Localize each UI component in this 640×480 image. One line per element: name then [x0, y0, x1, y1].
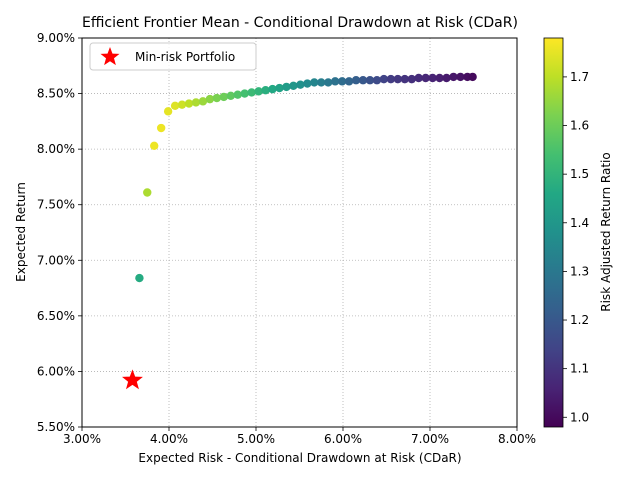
y-tick-label: 9.00%	[37, 31, 75, 45]
frontier-point	[233, 90, 242, 99]
x-axis-label: Expected Risk - Conditional Drawdown at …	[138, 451, 461, 465]
y-tick-label: 8.50%	[37, 87, 75, 101]
frontier-point	[143, 188, 152, 197]
colorbar: 1.0 1.1 1.2 1.3 1.4 1.5 1.6 1.7 Risk Adjusted R…	[543, 37, 613, 428]
x-tick-label: 5.00%	[237, 432, 275, 446]
colorbar-tick-label: 1.4	[570, 216, 589, 230]
frontier-point	[393, 74, 403, 84]
frontier-point	[275, 83, 284, 93]
colorbar-tick-label: 1.1	[570, 362, 589, 376]
min-risk-star	[122, 369, 143, 390]
plot-frame	[81, 37, 518, 428]
frontier-point	[156, 123, 166, 133]
frontier-point	[330, 77, 340, 86]
x-tick-label: 4.00%	[150, 432, 188, 446]
frontier-point	[254, 87, 263, 96]
frontier-point	[170, 101, 180, 110]
frontier-point	[414, 73, 423, 83]
colorbar-gradient	[543, 37, 564, 428]
frontier-point	[163, 107, 173, 116]
legend-box	[89, 42, 257, 71]
colorbar-label: Risk Adjusted Return Ratio	[599, 152, 613, 311]
frontier-point	[135, 273, 144, 283]
frontier-point	[379, 74, 389, 84]
frontier-point	[421, 73, 430, 83]
frontier-point	[358, 76, 368, 85]
y-tick-label: 5.50%	[37, 420, 75, 434]
frontier-point	[337, 77, 347, 86]
frontier-points	[135, 72, 477, 283]
colorbar-tick-label: 1.3	[570, 264, 589, 278]
x-axis-ticks: 3.00% 4.00% 5.00% 6.00% 7.00% 8.00%	[63, 427, 536, 446]
legend: Min-risk Portfolio	[89, 42, 257, 71]
frontier-point	[177, 100, 187, 109]
y-axis-ticks: 5.50% 6.00% 6.50% 7.00% 7.50% 8.00% 8.50% 9.00%	[37, 31, 82, 434]
frontier-point	[400, 74, 409, 84]
frontier-point	[240, 89, 249, 98]
x-tick-label: 8.00%	[498, 432, 536, 446]
frontier-point	[468, 72, 477, 82]
frontier-point	[261, 86, 270, 95]
colorbar-tick-label: 1.7	[570, 70, 589, 84]
frontier-point	[247, 88, 256, 97]
min-risk-marker-group	[122, 369, 143, 390]
y-tick-label: 7.50%	[37, 198, 75, 212]
frontier-point	[386, 74, 396, 84]
frontier-point	[198, 97, 208, 106]
frontier-point	[344, 77, 354, 86]
frontier-point	[310, 78, 319, 87]
frontier-point	[268, 84, 277, 94]
chart-title: Efficient Frontier Mean - Conditional Dr…	[82, 15, 518, 31]
frontier-point	[289, 81, 298, 90]
x-tick-label: 6.00%	[324, 432, 362, 446]
frontier-point	[205, 94, 215, 104]
frontier-point	[184, 99, 194, 108]
frontier-point	[324, 78, 333, 87]
frontier-point	[282, 82, 291, 92]
frontier-point	[191, 98, 201, 107]
frontier-point	[372, 76, 382, 85]
frontier-point	[442, 73, 451, 83]
frontier-point	[212, 93, 222, 103]
frontier-point	[226, 91, 235, 100]
y-tick-label: 7.00%	[37, 253, 75, 267]
colorbar-ticks: 1.0 1.1 1.2 1.3 1.4 1.5 1.6 1.7	[563, 70, 589, 424]
grid-lines	[81, 37, 518, 428]
y-tick-label: 6.50%	[37, 309, 75, 323]
frontier-point	[449, 72, 458, 82]
frontier-point	[219, 92, 229, 102]
frontier-point	[317, 78, 326, 87]
frontier-point	[407, 74, 416, 84]
frontier-point	[456, 72, 465, 82]
x-tick-label: 3.00%	[63, 432, 101, 446]
frontier-point	[303, 79, 312, 88]
y-tick-label: 8.00%	[37, 142, 75, 156]
frontier-point	[150, 141, 159, 151]
legend-star-icon	[100, 47, 120, 66]
frontier-point	[365, 76, 375, 85]
colorbar-tick-label: 1.6	[570, 119, 589, 133]
colorbar-tick-label: 1.0	[570, 410, 589, 424]
y-tick-label: 6.00%	[37, 364, 75, 378]
legend-label: Min-risk Portfolio	[135, 50, 235, 64]
colorbar-tick-label: 1.2	[570, 313, 589, 327]
y-axis-label: Expected Return	[14, 182, 28, 282]
frontier-point	[435, 73, 444, 83]
frontier-point	[351, 76, 361, 85]
frontier-point	[428, 73, 437, 83]
x-tick-label: 7.00%	[411, 432, 449, 446]
colorbar-tick-label: 1.5	[570, 167, 589, 181]
frontier-point	[296, 80, 305, 89]
